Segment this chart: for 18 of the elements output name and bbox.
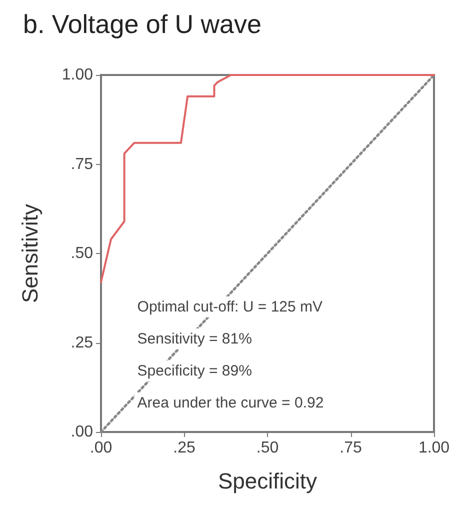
x-axis-title: Specificity bbox=[218, 468, 318, 494]
x-tick-label: 1.00 bbox=[418, 440, 450, 456]
x-tick-label: .75 bbox=[340, 440, 362, 456]
line-series bbox=[100, 74, 435, 284]
annotation: Optimal cut-off: U = 125 mV bbox=[137, 298, 323, 316]
chart-title: b. Voltage of U wave bbox=[23, 9, 262, 39]
annotation: Specificity = 89% bbox=[137, 362, 252, 380]
x-tick-label: .50 bbox=[256, 440, 279, 456]
y-tick-label: .00 bbox=[70, 424, 94, 440]
y-axis-title: Sensitivity bbox=[18, 204, 42, 304]
annotation: Area under the curve = 0.92 bbox=[137, 394, 324, 412]
x-tick-label: .25 bbox=[173, 440, 196, 456]
y-tick-label: .50 bbox=[70, 245, 94, 262]
y-tick-label: .75 bbox=[70, 156, 94, 173]
y-tick-label: .25 bbox=[70, 334, 94, 352]
x-tick-label: .00 bbox=[90, 440, 112, 456]
annotation: Sensitivity = 81% bbox=[137, 330, 252, 348]
y-tick-label: 1.00 bbox=[62, 66, 94, 84]
